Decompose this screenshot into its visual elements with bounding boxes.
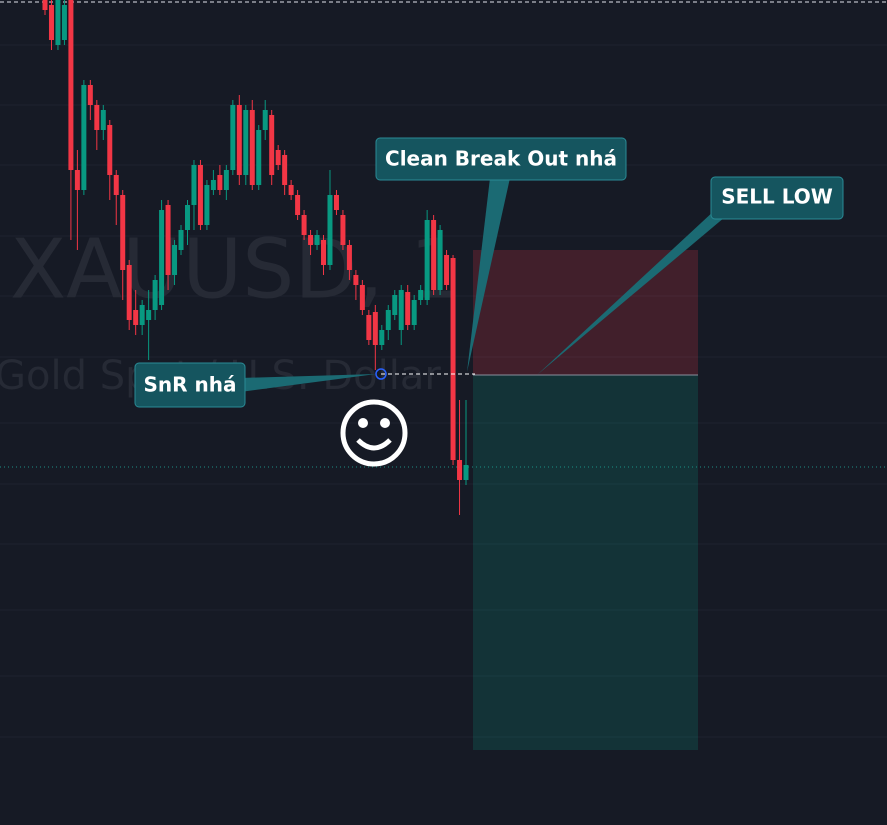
candle-body — [418, 290, 424, 300]
candle-body — [126, 265, 132, 320]
candle-body — [424, 220, 430, 300]
candle-body — [269, 115, 275, 175]
callout-text: SnR nhá — [144, 373, 237, 397]
candle-body — [256, 130, 262, 185]
candle-body — [152, 280, 158, 310]
candle-body — [146, 310, 152, 320]
candle-body — [288, 185, 294, 195]
candle-body — [133, 310, 139, 325]
candles — [42, 0, 469, 515]
candle-body — [431, 220, 437, 290]
candle-body — [308, 235, 314, 245]
candle-body — [113, 175, 119, 195]
candle-body — [243, 110, 249, 175]
candle-body — [327, 195, 333, 265]
watermark: XAUUSD, 1 — [10, 222, 462, 317]
candle-body — [172, 245, 178, 275]
candle-body — [217, 175, 223, 190]
candle-body — [321, 240, 327, 265]
candle-body — [392, 295, 398, 315]
candle-body — [68, 0, 74, 170]
candle-body — [74, 170, 80, 190]
candle-body — [405, 292, 411, 325]
candle-body — [61, 5, 67, 40]
candle-body — [81, 85, 87, 190]
callout-text: SELL LOW — [721, 185, 833, 209]
candle-body — [184, 205, 190, 230]
candle-body — [359, 285, 365, 310]
candle-body — [340, 215, 346, 245]
candle-body — [295, 195, 301, 215]
callout-sell: SELL LOW — [537, 176, 844, 375]
candle-body — [100, 110, 106, 130]
candle-body — [236, 105, 242, 175]
candle-body — [204, 185, 210, 225]
candle-body — [457, 460, 463, 480]
candle-body — [301, 215, 307, 235]
candle-body — [139, 305, 145, 325]
callout-breakout: Clean Break Out nhá — [375, 137, 627, 372]
candle-body — [450, 258, 456, 460]
candle-body — [372, 312, 378, 345]
candle-body — [159, 210, 165, 305]
candle-body — [398, 290, 404, 330]
candle-body — [379, 330, 385, 345]
smiley — [340, 399, 408, 467]
candle-body — [249, 110, 255, 185]
candle-body — [107, 125, 113, 175]
candle-body — [463, 465, 469, 480]
candle-body — [94, 105, 100, 130]
candle-body — [48, 5, 54, 40]
callout-snr: SnR nhá — [134, 362, 376, 408]
candle-body — [437, 230, 443, 290]
grid — [0, 44, 887, 738]
candle-body — [42, 0, 48, 10]
candle-body — [87, 85, 93, 105]
candle-body — [385, 310, 391, 330]
stop-zone — [473, 250, 698, 375]
candle-body — [165, 205, 171, 275]
candle-body — [197, 165, 203, 225]
candle-body — [333, 195, 339, 210]
candle-body — [366, 315, 372, 340]
candle-body — [191, 165, 197, 205]
candle-body — [230, 105, 236, 170]
candle-body — [282, 155, 288, 185]
candle-body — [178, 230, 184, 250]
candle-body — [210, 180, 216, 190]
candle-body — [444, 255, 450, 285]
candle-body — [275, 150, 281, 165]
target-zone — [473, 375, 698, 750]
callout-text: Clean Break Out nhá — [385, 147, 617, 171]
candle-body — [314, 235, 320, 245]
candle-body — [223, 170, 229, 190]
candle-body — [262, 110, 268, 130]
candle-body — [353, 275, 359, 285]
candle-body — [346, 245, 352, 270]
candle-body — [411, 300, 417, 325]
candle-body — [120, 195, 126, 270]
candle-body — [55, 0, 61, 45]
